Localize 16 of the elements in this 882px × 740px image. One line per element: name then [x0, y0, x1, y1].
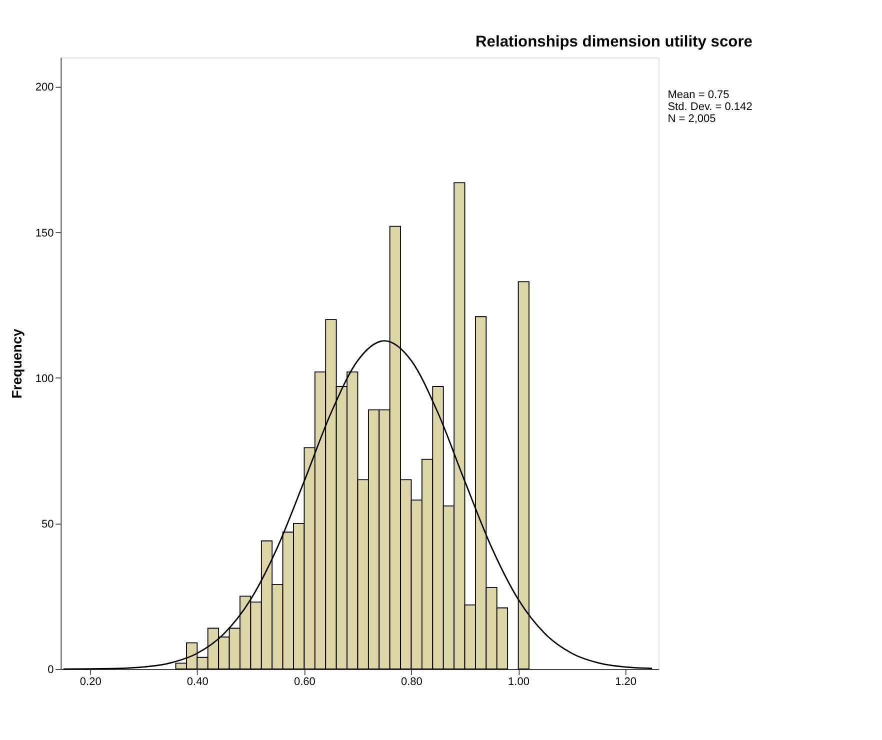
- x-tick-label: 1.20: [615, 676, 637, 688]
- x-tick-label: 1.00: [508, 676, 530, 688]
- y-axis-title: Frequency: [10, 328, 25, 399]
- x-tick-label: 0.20: [80, 676, 102, 688]
- chart-title: Relationships dimension utility score: [476, 33, 753, 50]
- y-tick-label: 200: [35, 82, 54, 94]
- text: Mean = 0.75: [668, 88, 730, 101]
- text: N = 2,005: [668, 112, 716, 125]
- x-tick-label: 0.60: [294, 676, 316, 688]
- text: Std. Dev. = 0.142: [668, 100, 752, 113]
- x-tick-label: 0.80: [400, 676, 422, 688]
- y-tick-label: 100: [35, 372, 54, 385]
- y-tick-label: 50: [42, 518, 54, 531]
- x-tick-label: 0.40: [186, 676, 208, 688]
- y-tick-label: 0: [48, 664, 54, 676]
- y-tick-label: 150: [35, 227, 54, 240]
